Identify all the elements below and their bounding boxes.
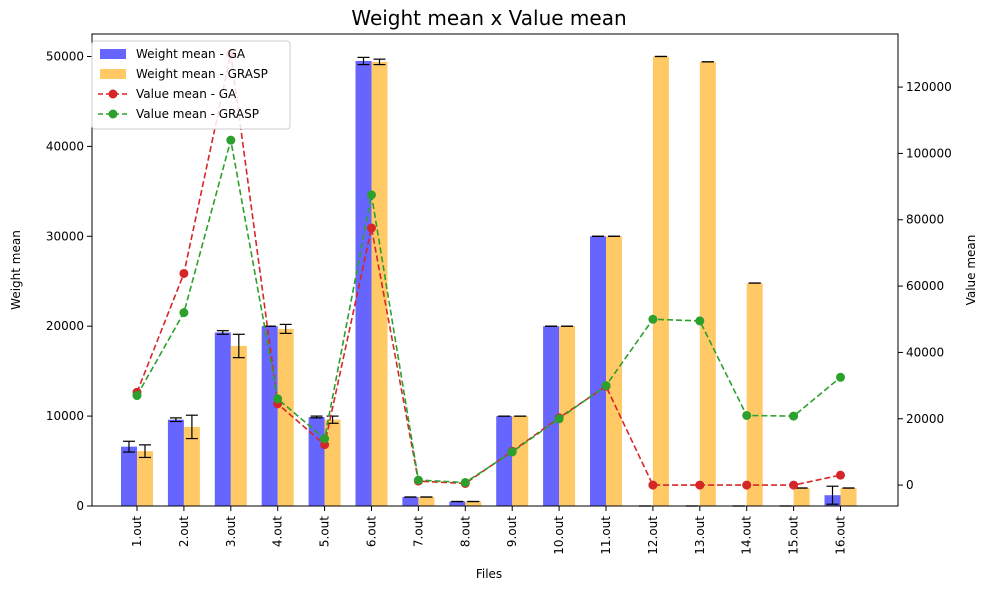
bar-grasp-12 (652, 56, 669, 506)
bar-grasp-1 (137, 451, 153, 506)
bar-grasp-15 (793, 488, 810, 506)
point-value-grasp-15 (789, 411, 799, 421)
x-tick-label-2: 2.out (177, 516, 191, 547)
point-value-ga-14 (742, 480, 752, 490)
legend-box (91, 40, 291, 130)
x-tick-label-11: 11.out (599, 516, 613, 555)
point-value-grasp-6 (367, 190, 376, 200)
bar-grasp-11 (606, 236, 622, 507)
point-value-ga-6 (367, 223, 376, 233)
y-tick-label-50000: 50000 (46, 49, 84, 63)
plot-area: 0 10000 20000 30000 40000 50000 0 20000 40000 600… (46, 49, 952, 555)
bar-ga-8 (449, 501, 466, 506)
x-tick-label-10: 10.out (552, 516, 566, 555)
bar-ga-4 (261, 326, 278, 506)
point-value-ga-2 (179, 268, 189, 278)
bar-grasp-9 (512, 416, 529, 506)
point-value-grasp-12 (648, 314, 658, 324)
bar-grasp-13 (699, 61, 716, 506)
y2-tick-label-60000: 60000 (906, 279, 944, 293)
x-tick-label-5: 5.out (318, 516, 332, 547)
point-value-grasp-10 (554, 414, 564, 424)
bar-ga-5 (308, 416, 325, 506)
y2-tick-label-120000: 120000 (906, 80, 952, 94)
point-value-grasp-7 (413, 475, 423, 485)
bar-ga-7 (402, 497, 419, 506)
x-tick-label-1: 1.out (130, 516, 144, 547)
y-axis-label: Weight mean (9, 230, 23, 310)
point-value-grasp-13 (695, 316, 705, 326)
bar-ga-2 (167, 419, 184, 506)
y-tick-label-40000: 40000 (46, 139, 84, 153)
bar-grasp-6 (371, 61, 388, 506)
bar-grasp-4 (277, 328, 294, 506)
point-value-grasp-11 (601, 381, 611, 391)
legend-marker-3 (108, 89, 118, 99)
plot-frame (91, 33, 899, 507)
bar-grasp-2 (183, 426, 200, 506)
line-value-grasp (136, 139, 842, 484)
point-value-grasp-3 (226, 135, 236, 145)
legend-label-2: Weight mean - GRASP (136, 67, 268, 81)
bar-grasp-10 (559, 326, 576, 506)
x-tick-label-9: 9.out (505, 516, 519, 547)
legend-swatch-1 (100, 49, 126, 59)
point-value-grasp-9 (507, 447, 517, 457)
x-tick-label-14: 14.out (740, 516, 754, 555)
bar-grasp-3 (230, 345, 247, 506)
point-value-grasp-16 (836, 372, 845, 382)
point-value-grasp-8 (460, 477, 470, 487)
y2-tick-label-100000: 100000 (906, 146, 952, 160)
bar-grasp-5 (324, 419, 341, 506)
bar-grasp-16 (840, 488, 857, 506)
y-tick-label-20000: 20000 (46, 319, 84, 333)
point-value-grasp-4 (273, 394, 283, 404)
legend-marker-4 (108, 109, 118, 119)
y2-tick-label-80000: 80000 (906, 213, 944, 227)
y2-tick-label-20000: 20000 (906, 412, 944, 426)
y2-tick-label-0: 0 (906, 478, 914, 492)
legend: Weight mean - GA Weight mean - GRASP Value… (91, 40, 291, 130)
bar-ga-1 (121, 446, 137, 506)
x-tick-label-4: 4.out (271, 516, 285, 547)
legend-label-1: Weight mean - GA (136, 47, 246, 61)
point-value-grasp-2 (179, 308, 189, 318)
legend-label-3: Value mean - GA (136, 87, 237, 101)
bar-grasp-7 (418, 497, 435, 506)
x-tick-label-16: 16.out (834, 516, 848, 555)
point-value-grasp-1 (132, 391, 142, 401)
chart-title: Weight mean x Value mean (351, 6, 626, 30)
bar-ga-6 (355, 60, 372, 506)
legend-label-4: Value mean - GRASP (136, 107, 259, 121)
y2-axis-label: Value mean (964, 235, 978, 306)
point-value-grasp-14 (742, 410, 752, 420)
bar-ga-9 (496, 416, 513, 506)
y-tick-label-0: 0 (76, 499, 84, 513)
bar-ga-3 (214, 332, 231, 506)
point-value-ga-12 (648, 480, 658, 490)
x-tick-label-15: 15.out (787, 516, 801, 555)
x-tick-label-12: 12.out (646, 516, 660, 555)
y-tick-label-30000: 30000 (46, 229, 84, 243)
x-tick-label-3: 3.out (224, 516, 238, 547)
bar-grasp-8 (465, 501, 482, 506)
point-value-ga-16 (836, 470, 845, 480)
point-value-grasp-5 (320, 434, 330, 444)
x-tick-label-8: 8.out (458, 516, 472, 547)
point-value-ga-13 (695, 480, 705, 490)
x-tick-label-13: 13.out (693, 516, 707, 555)
y-tick-label-10000: 10000 (46, 409, 84, 423)
bar-ga-10 (543, 326, 560, 506)
x-tick-label-6: 6.out (365, 516, 379, 547)
y2-tick-label-40000: 40000 (906, 345, 944, 359)
bar-grasp-14 (746, 283, 763, 506)
x-axis-label: Files (476, 567, 502, 581)
x-tick-label-7: 7.out (411, 516, 425, 547)
point-value-ga-15 (789, 480, 799, 490)
bar-ga-11 (590, 236, 606, 507)
legend-swatch-2 (100, 69, 126, 79)
